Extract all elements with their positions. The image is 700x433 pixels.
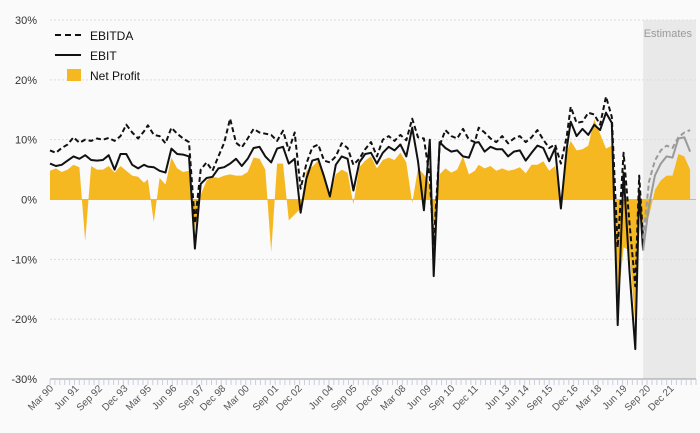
y-tick-label: -10%	[11, 254, 37, 266]
x-tick-label: Dec 06	[355, 383, 385, 413]
x-tick-label: Dec 11	[451, 383, 481, 413]
x-tick-label: Mar 08	[379, 383, 409, 413]
x-tick-label: Dec 93	[100, 383, 130, 413]
y-tick-label: 20%	[15, 75, 37, 87]
x-tick-label: Dec 02	[274, 383, 304, 413]
x-tick-label: Mar 18	[574, 383, 604, 413]
legend-ebit-label: EBIT	[90, 49, 117, 63]
net-profit-area	[50, 119, 644, 326]
legend-net-profit-label: Net Profit	[90, 69, 141, 83]
legend: EBITDA EBIT Net Profit	[55, 29, 141, 83]
y-tick-label: 30%	[15, 15, 37, 27]
estimates-label: Estimates	[644, 28, 693, 40]
x-tick-label: Sep 15	[525, 383, 555, 413]
ebit-estimate-line	[642, 136, 692, 251]
x-tick-label: Sep 92	[75, 383, 105, 413]
x-tick-label: Sep 10	[427, 383, 457, 413]
y-axis: 30% 20% 10% 0% -10% -20% -30%	[11, 15, 37, 386]
legend-ebitda-label: EBITDA	[90, 29, 133, 43]
x-tick-label: Jun 96	[150, 383, 179, 412]
x-tick-label: Mar 90	[26, 383, 56, 413]
ebitda-line	[49, 95, 645, 288]
ebit-line	[49, 111, 645, 351]
ebitda-estimate-line	[642, 129, 691, 239]
series-lines	[49, 95, 692, 351]
x-tick-label: Dec 21	[646, 383, 676, 413]
y-tick-label: 0%	[21, 195, 37, 207]
y-tick-label: -20%	[11, 314, 37, 326]
legend-net-profit-swatch	[67, 69, 81, 81]
x-tick-label: Dec 16	[550, 383, 580, 413]
x-tick-label: Mar 00	[222, 383, 252, 413]
net-profit-area-group	[50, 119, 691, 326]
y-tick-label: 10%	[15, 135, 37, 147]
x-tick-label: Mar 95	[124, 383, 154, 413]
net-profit-estimate-area	[643, 154, 691, 224]
x-tick-label: Sep 05	[329, 383, 359, 413]
y-tick-label: -30%	[11, 374, 37, 386]
